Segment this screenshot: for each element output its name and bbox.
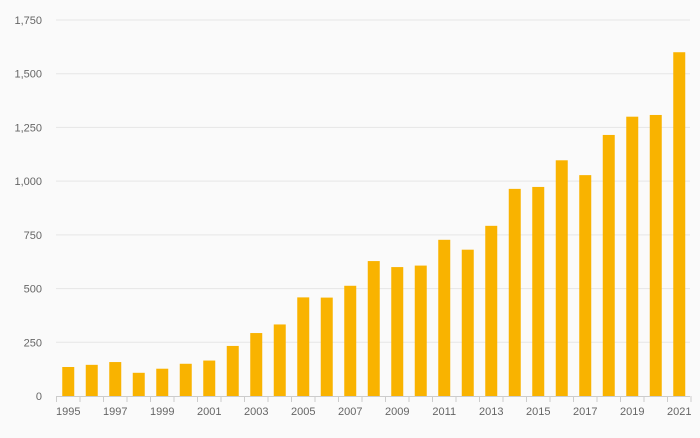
bars [62,52,686,396]
bar-1997 [109,362,122,396]
bar-1998 [132,372,145,396]
bar-2016 [555,160,568,396]
bar-2011 [438,239,451,396]
y-tick-label: 750 [24,230,42,242]
x-tick-label: 2019 [620,406,644,418]
bar-2013 [485,225,498,396]
bar-1999 [156,368,169,396]
bar-2010 [414,265,427,396]
grid-lines [56,19,690,343]
x-tick-label: 2003 [244,406,268,418]
x-tick-label: 1995 [56,406,80,418]
x-tick-label: 2017 [573,406,597,418]
y-tick-label: 1,750 [14,15,42,27]
bar-2002 [226,345,239,396]
bar-2020 [649,114,662,396]
x-tick-label: 2005 [291,406,315,418]
bar-2019 [626,116,639,396]
x-tick-label: 1997 [103,406,127,418]
bar-2009 [391,267,404,396]
bar-2014 [508,188,521,396]
bar-2017 [579,175,592,396]
bar-2001 [203,360,216,396]
bar-2000 [179,363,192,396]
bar-1996 [85,364,98,396]
bar-2003 [250,333,263,396]
bar-2008 [367,261,380,396]
bar-2006 [320,297,333,396]
x-tick-label: 2009 [385,406,409,418]
x-tick-label: 1999 [150,406,174,418]
x-tick-label: 2013 [479,406,503,418]
bar-1995 [62,366,75,396]
y-tick-label: 0 [36,391,42,403]
bar-2004 [273,324,286,396]
y-tick-label: 1,000 [14,176,42,188]
y-tick-label: 1,250 [14,122,42,134]
bar-2012 [461,249,474,396]
x-tick-label: 2021 [667,406,691,418]
y-tick-label: 500 [24,284,42,296]
y-tick-label: 250 [24,337,42,349]
bar-2015 [532,186,545,396]
bar-2007 [344,285,357,396]
x-axis [56,396,692,402]
x-axis-labels: 1995 1997 1999 2001 2003 2005 2007 2009 2011 2013… [56,406,691,418]
x-tick-label: 2015 [526,406,550,418]
x-tick-label: 2007 [338,406,362,418]
bar-2018 [602,134,615,396]
y-axis-labels: 0 250 500 750 1,000 1,250 1,500 1,750 [14,15,42,403]
x-tick-label: 2011 [432,406,456,418]
bar-2021 [673,52,686,396]
x-tick-label: 2001 [197,406,221,418]
bar-2005 [297,297,310,396]
y-tick-label: 1,500 [14,69,42,81]
